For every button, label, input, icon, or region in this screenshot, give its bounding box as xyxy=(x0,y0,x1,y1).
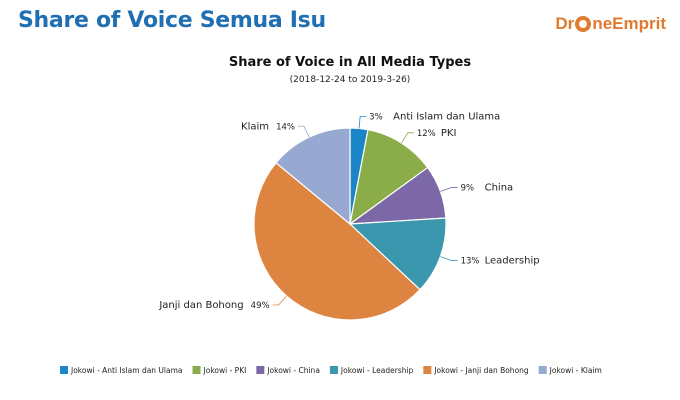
legend-item-pki: Jokowi - PKI xyxy=(192,366,247,375)
leader-line-anti-islam-dan-ulama xyxy=(358,116,367,129)
legend-item-klaim: Jokowi - Klaim xyxy=(538,366,602,375)
legend-item-anti-islam-dan-ulama: Jokowi - Anti Islam dan Ulama xyxy=(60,366,183,375)
data-label-leadership: 13% xyxy=(461,257,480,267)
legend-item-janji-dan-bohong: Jokowi - Janji dan Bohong xyxy=(423,366,529,375)
slice-label-janji-dan-bohong: Janji dan Bohong xyxy=(158,300,243,311)
data-label-china: 9% xyxy=(461,183,475,193)
legend-label-klaim: Jokowi - Klaim xyxy=(549,366,602,375)
slice-label-leadership: Leadership xyxy=(485,256,540,267)
data-label-janji-dan-bohong: 49% xyxy=(251,301,270,311)
legend-item-leadership: Jokowi - Leadership xyxy=(329,366,414,375)
legend-swatch-pki xyxy=(192,366,201,374)
leader-line-janji-dan-bohong xyxy=(272,295,287,306)
pie-slice-janji-dan-bohong xyxy=(253,161,421,321)
legend-swatch-klaim xyxy=(538,366,547,374)
chart-title: Share of Voice in All Media Types xyxy=(229,55,472,70)
drone-emprit-logo: Dr neEmprit xyxy=(555,14,666,33)
leader-line-china xyxy=(440,187,458,192)
data-label-anti-islam-dan-ulama: 3% xyxy=(369,112,383,122)
page-title: Share of Voice Semua Isu xyxy=(18,8,326,33)
legend-label-pki: Jokowi - PKI xyxy=(203,366,247,375)
pie-slice-klaim xyxy=(275,127,351,226)
legend-label-china: Jokowi - China xyxy=(266,366,320,375)
legend-swatch-leadership xyxy=(329,366,338,374)
logo-mark-icon xyxy=(575,16,592,32)
pie-slice-pki xyxy=(349,128,429,226)
slice-label-china: China xyxy=(485,182,514,193)
legend-swatch-china xyxy=(256,366,265,374)
legend-label-anti-islam-dan-ulama: Jokowi - Anti Islam dan Ulama xyxy=(70,366,183,375)
slice-label-anti-islam-dan-ulama: Anti Islam dan Ulama xyxy=(393,111,500,122)
legend-label-leadership: Jokowi - Leadership xyxy=(340,366,414,375)
chart-subtitle: (2018-12-24 to 2019-3-26) xyxy=(290,75,411,85)
legend-swatch-janji-dan-bohong xyxy=(423,366,432,374)
legend-item-china: Jokowi - China xyxy=(256,366,320,375)
leader-line-leadership xyxy=(440,256,458,261)
slice-label-pki: PKI xyxy=(441,128,457,139)
leader-line-klaim xyxy=(298,125,310,138)
legend-swatch-anti-islam-dan-ulama xyxy=(60,366,68,374)
slice-label-klaim: Klaim xyxy=(241,121,269,132)
legend-label-janji-dan-bohong: Jokowi - Janji dan Bohong xyxy=(433,366,529,375)
data-label-pki: 12% xyxy=(417,129,436,139)
data-label-klaim: 14% xyxy=(276,122,295,132)
leader-line-pki xyxy=(401,132,414,144)
